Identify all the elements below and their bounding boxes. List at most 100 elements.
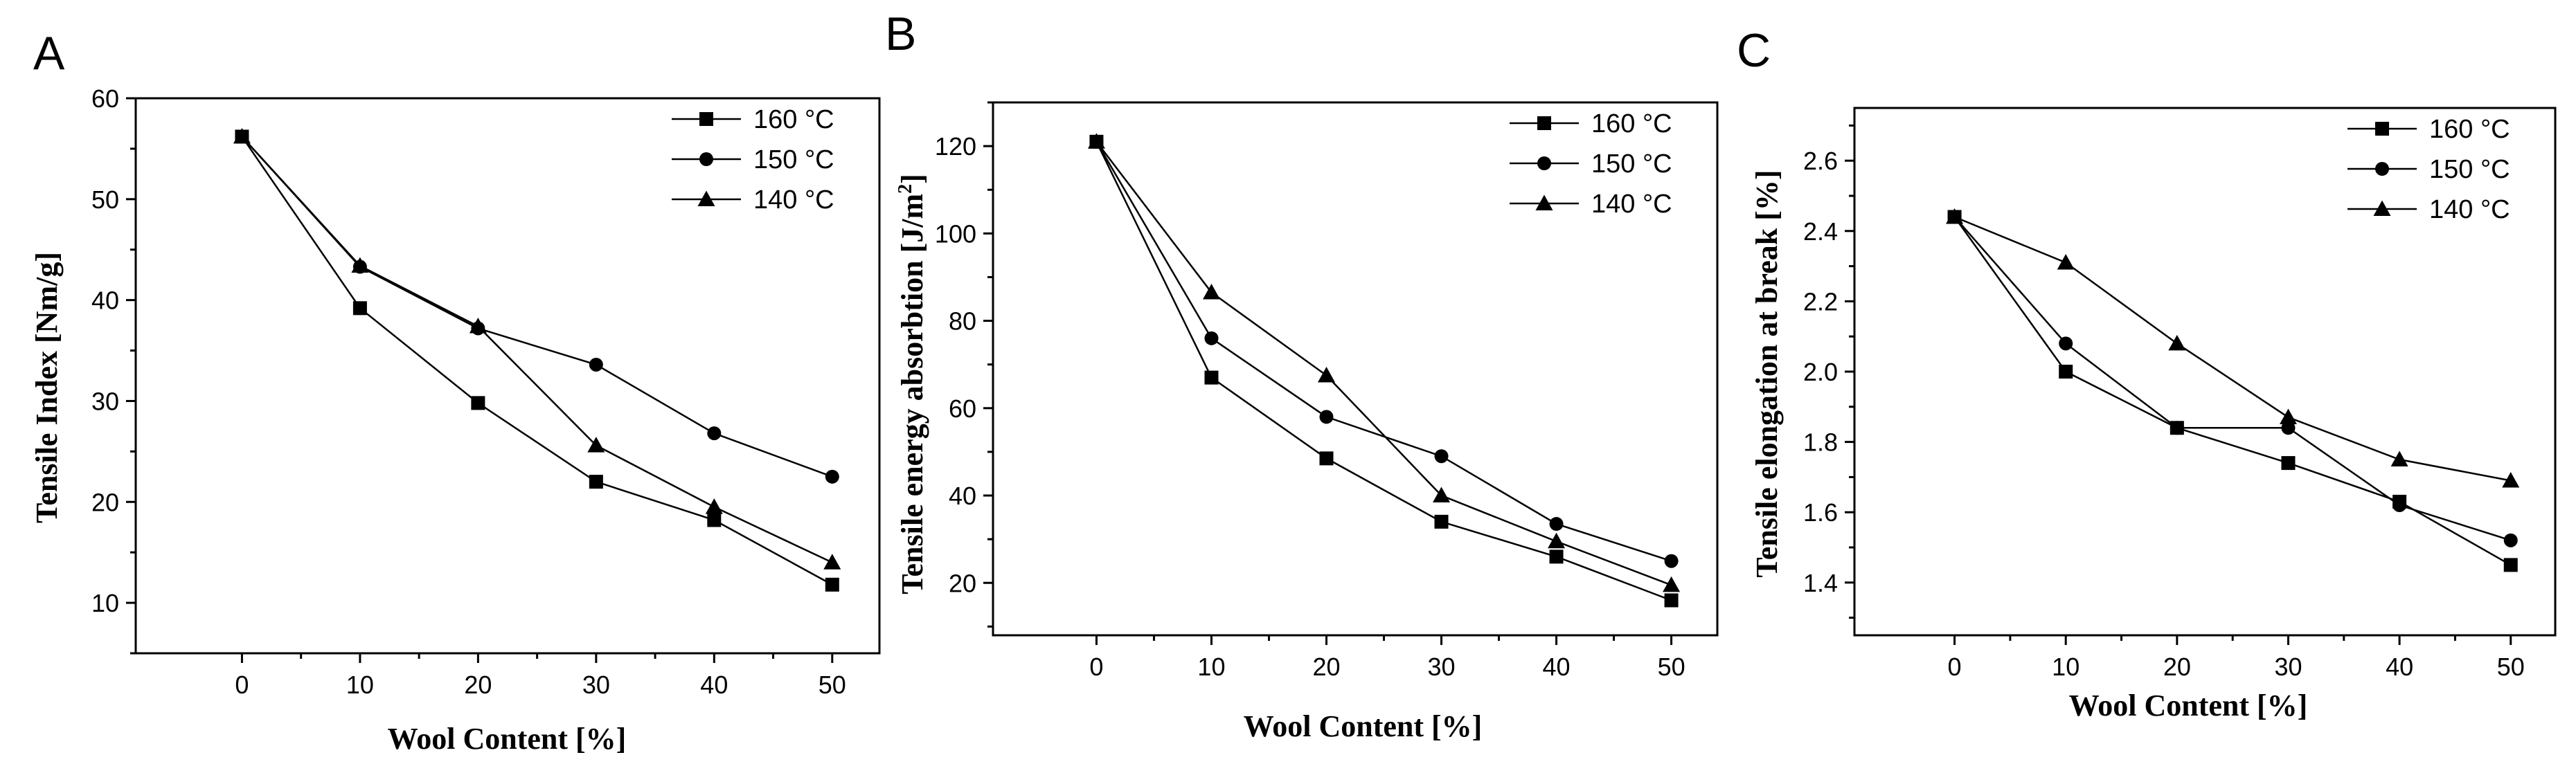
panel-b-series-2-point (1549, 517, 1564, 531)
panel-a-series-3-point (587, 437, 605, 453)
panel-c: C Wool Content [%] Tensile elongation at… (1737, 24, 2557, 722)
panel-a-x-tick-label: 0 (235, 671, 249, 699)
panel-c-ylabel: Tensile elongation at break [%] (1750, 170, 1784, 577)
panel-c-series-2-point (2281, 421, 2296, 435)
panel-b-ylabel-main: Tensile energy absorbtion [J/m (895, 194, 929, 594)
panel-c-y-tick-label: 1.4 (1803, 569, 1838, 597)
panel-b-x-tick-label: 10 (1197, 653, 1225, 681)
panel-c-series-line-3 (1954, 216, 2511, 482)
panel-a-y-tick-label: 30 (91, 387, 119, 415)
panel-a-xlabel: Wool Content [%] (388, 722, 627, 756)
panel-b-series-2-point (1664, 554, 1679, 568)
panel-b-letter: B (885, 8, 916, 60)
panel-c-series-2-point (2059, 336, 2073, 351)
panel-b-y-tick-label: 120 (935, 132, 976, 161)
panel-a-ylabel: Tensile Index [Nm/g] (30, 252, 64, 523)
panel-a-x-tick-label: 40 (700, 671, 728, 699)
panel-b-series-3-point (1202, 284, 1220, 300)
panel-b-legend-label-3: 140 °C (1591, 190, 1672, 219)
panel-c-series-line-2 (1953, 216, 2512, 542)
panel-a-series-1-point (707, 513, 722, 527)
panel-b-plot-frame (992, 101, 1719, 637)
panel-b-y-tick-label: 60 (949, 394, 976, 423)
panel-b-series-line-2 (1095, 141, 1672, 562)
panel-b-series-1-point (1319, 451, 1334, 466)
panel-a-series-2-point (589, 357, 603, 372)
panel-c-series-3-point (2279, 408, 2297, 425)
panel-c-series-3-point (2168, 334, 2186, 351)
panel-b-x-tick-label: 50 (1658, 653, 1685, 681)
panel-c-series-2-point (2392, 498, 2407, 513)
panel-b-legend-marker-2 (1537, 156, 1551, 170)
panel-b-ylabel-end: ] (895, 174, 929, 184)
panel-b-x-tick-label: 30 (1428, 653, 1456, 681)
panel-a: A Wool Content [%] Tensile Index [Nm/g] … (30, 27, 881, 756)
panel-c-letter: C (1737, 24, 1771, 77)
panel-c-x-tick-label: 50 (2497, 653, 2525, 681)
panel-b-series-line-3 (1095, 141, 1672, 586)
panel-c-series-3-point (2057, 254, 2075, 270)
panel-c-legend-marker-1 (2375, 122, 2389, 136)
panel-a-series-line-1 (241, 136, 833, 585)
panel-a-x-tick-label: 30 (582, 671, 610, 699)
panel-c-y-tick-label: 1.8 (1803, 428, 1838, 457)
panel-a-x-tick-label: 20 (464, 671, 492, 699)
panel-b-series-line-1 (1095, 141, 1672, 601)
panel-c-y-tick-label: 1.6 (1803, 498, 1838, 527)
panel-c-series-line-1 (1953, 216, 2512, 566)
panel-c-plot-frame (1853, 107, 2557, 637)
panel-c-x-tick-label: 0 (1948, 653, 1962, 681)
panel-a-legend-label-3: 140 °C (753, 185, 834, 215)
panel-a-series-1-point (825, 577, 839, 592)
panel-b-series-2-point (1319, 410, 1334, 424)
panel-a-series-3-point (823, 554, 841, 570)
panel-a-legend-label-1: 160 °C (753, 105, 834, 134)
panel-c-series-1-point (2503, 558, 2518, 572)
panel-c-x-tick-label: 30 (2274, 653, 2302, 681)
panel-a-series-1-point (471, 396, 485, 410)
panel-b-series-3-point (1317, 366, 1335, 383)
panel-b-series-3-point (1433, 486, 1451, 503)
panel-c-legend-label-3: 140 °C (2429, 195, 2510, 224)
panel-a-y-tick-label: 10 (91, 589, 119, 617)
panel-c-xlabel: Wool Content [%] (2069, 689, 2308, 722)
panel-b-series-3-point (1087, 133, 1105, 149)
panel-a-y-tick-label: 20 (91, 488, 119, 516)
panel-b-x-tick-label: 0 (1089, 653, 1103, 681)
panel-b-series-1-point (1204, 370, 1219, 385)
panel-b-series-1-point (1434, 514, 1449, 529)
panel-b-legend-label-1: 160 °C (1591, 109, 1672, 138)
panel-a-x-tick-label: 50 (819, 671, 846, 699)
panel-b-x-tick-label: 40 (1543, 653, 1571, 681)
panel-c-legend-marker-3 (2373, 200, 2391, 216)
panel-a-series-3-point (469, 318, 487, 334)
panel-a-y-tick-label: 50 (91, 185, 119, 214)
panel-b-legend-marker-1 (1537, 116, 1551, 130)
panel-c-x-tick-label: 40 (2386, 653, 2413, 681)
panel-b-ylabel-superscript: 2 (895, 184, 916, 194)
panel-b-series-1-point (1549, 549, 1564, 564)
panel-c-legend-label-1: 160 °C (2429, 115, 2510, 144)
panel-c-series-3-point (2390, 451, 2408, 466)
panel-b: B Wool Content [%] Tensile energy absorb… (885, 8, 1719, 743)
panel-a-legend-label-2: 150 °C (753, 145, 834, 174)
panel-c-y-tick-label: 2.2 (1803, 287, 1838, 316)
panel-b-legend-label-2: 150 °C (1591, 149, 1672, 179)
panel-a-series-line-2 (241, 136, 833, 478)
panel-a-x-tick-label: 10 (346, 671, 374, 699)
panel-b-series-2-point (1204, 331, 1219, 345)
panel-b-y-tick-label: 80 (949, 307, 976, 336)
panel-a-series-3-point (233, 127, 251, 144)
panel-a-legend-marker-2 (699, 152, 713, 166)
panel-b-y-tick-label: 40 (949, 482, 976, 510)
panel-b-series-3-point (1548, 532, 1566, 549)
panel-c-series-1-point (2059, 365, 2073, 379)
panel-a-legend-marker-1 (699, 112, 713, 126)
panel-b-series-3-point (1663, 576, 1681, 592)
panel-a-series-line-3 (241, 136, 833, 563)
panel-a-legend-marker-3 (697, 190, 715, 206)
panel-c-x-tick-label: 10 (2052, 653, 2079, 681)
panel-a-y-tick-label: 40 (91, 286, 119, 315)
panel-c-y-tick-label: 2.4 (1803, 217, 1838, 246)
